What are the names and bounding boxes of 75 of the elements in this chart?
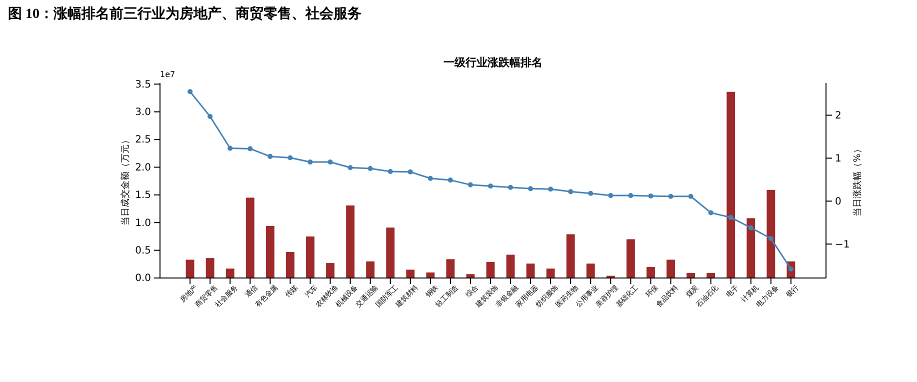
bar — [206, 258, 214, 278]
point — [328, 160, 333, 165]
point — [468, 182, 473, 188]
bar — [346, 205, 354, 278]
bar — [386, 228, 395, 278]
bar — [366, 261, 375, 278]
bar — [186, 260, 194, 278]
bar — [506, 254, 515, 278]
y-tick-label: 2.5 — [135, 134, 151, 146]
bar — [406, 270, 415, 278]
point — [608, 193, 614, 198]
y2-axis-title: 当日涨跌幅（%） — [852, 144, 863, 216]
point — [308, 160, 313, 165]
point — [588, 190, 594, 196]
y-axis-title: 当日成交金额（万元） — [120, 136, 131, 226]
bar — [626, 239, 635, 278]
bar — [726, 92, 736, 278]
point — [248, 146, 253, 152]
y-tick-label: 2.0 — [135, 162, 151, 174]
bar — [266, 226, 274, 278]
point — [208, 114, 213, 120]
bar — [286, 252, 294, 278]
point — [768, 236, 774, 242]
bar — [446, 259, 455, 278]
point — [368, 166, 373, 171]
bar — [746, 218, 756, 278]
bar — [486, 262, 495, 278]
point — [748, 225, 754, 230]
bar — [686, 273, 696, 278]
y-tick-label: 0.5 — [135, 246, 151, 256]
y-tick-label: 1.0 — [135, 218, 151, 229]
bar — [706, 273, 716, 278]
chart-title: 图 10：涨幅排名前三行业为房地产、商贸零售、社会服务 — [8, 5, 362, 22]
point — [548, 186, 554, 192]
y2-tick-label: 2 — [835, 110, 842, 122]
y-tick-label: 0.0 — [135, 273, 151, 284]
point — [708, 210, 714, 216]
point — [188, 89, 193, 94]
bar — [326, 263, 334, 278]
point — [648, 193, 654, 198]
point — [288, 155, 293, 160]
point — [688, 194, 694, 199]
bar — [666, 260, 675, 278]
point — [268, 154, 273, 159]
y-tick-label: 3.0 — [135, 107, 151, 118]
text: 1e7 — [160, 70, 176, 79]
y2-tick-label: −1 — [835, 239, 850, 250]
bar — [246, 198, 254, 278]
bar — [586, 264, 595, 278]
point — [448, 178, 453, 183]
bar — [546, 268, 555, 278]
point — [568, 189, 574, 194]
point — [428, 176, 433, 181]
y-tick-label: 3.5 — [135, 79, 151, 90]
point — [488, 184, 494, 189]
point — [388, 168, 393, 174]
y-tick-label: 1.5 — [135, 190, 151, 202]
point — [508, 184, 514, 190]
bar — [226, 268, 234, 278]
point — [628, 193, 634, 198]
point — [528, 186, 534, 192]
point — [728, 214, 734, 220]
bar — [426, 272, 435, 278]
point — [408, 169, 413, 174]
bar — [646, 266, 655, 278]
bar — [566, 234, 575, 278]
y2-tick-label: 0 — [835, 196, 842, 208]
y2-tick-label: 1 — [835, 153, 842, 164]
chart-subtitle: 一级行业涨跌幅排名 — [444, 56, 542, 69]
point — [348, 165, 353, 170]
bar — [306, 236, 314, 278]
point — [228, 146, 233, 151]
point — [668, 194, 674, 199]
bar — [766, 190, 776, 278]
bar — [526, 264, 535, 278]
